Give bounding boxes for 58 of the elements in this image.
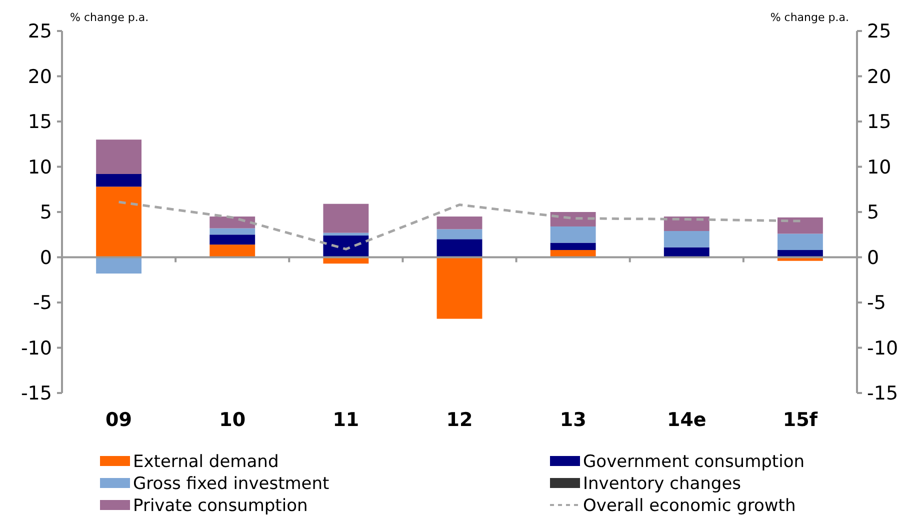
x-tick-label: 13 <box>560 409 586 431</box>
y2-tick-label: -10 <box>867 337 898 360</box>
x-tick-label: 14e <box>666 409 706 431</box>
bar <box>778 217 823 234</box>
bar <box>96 257 142 274</box>
bar <box>664 231 710 248</box>
bar <box>96 140 142 174</box>
x-tick-label: 15f <box>782 409 818 431</box>
y2-tick-label: 5 <box>867 202 880 224</box>
x-tick-label: 09 <box>106 409 132 431</box>
bar <box>323 236 369 258</box>
bar <box>96 186 142 258</box>
bar <box>550 250 596 258</box>
y2-tick-label: 15 <box>867 111 892 134</box>
bar <box>210 234 256 245</box>
bar <box>778 234 823 250</box>
bar <box>210 216 256 228</box>
x-tick-label: 12 <box>446 409 473 431</box>
bar <box>210 244 256 258</box>
bar <box>323 232 369 236</box>
x-tick-label: 10 <box>219 409 246 431</box>
bar <box>550 226 596 243</box>
y2-tick-label: 20 <box>867 66 892 88</box>
bar <box>436 257 482 319</box>
y-axis-title: % change p.a. <box>70 11 149 24</box>
bar <box>210 228 256 235</box>
y-tick-label: 5 <box>40 202 52 224</box>
y-tick-label: 20 <box>28 66 52 88</box>
bar <box>550 242 596 250</box>
y-tick-label: 0 <box>40 246 52 269</box>
y-tick-label: 15 <box>28 111 52 134</box>
y-tick-label: -5 <box>33 292 52 314</box>
bar <box>778 250 823 258</box>
legend-label: Gross fixed investment <box>133 474 330 494</box>
line-series <box>118 200 802 250</box>
x-tick-label: 11 <box>332 409 360 431</box>
legend-label: Private consumption <box>133 496 308 516</box>
y-tick-label: 10 <box>28 156 52 178</box>
bar <box>96 174 142 187</box>
bar <box>436 229 482 240</box>
bar <box>664 216 710 232</box>
legend-label: External demand <box>133 452 279 472</box>
bar <box>664 247 710 258</box>
y2-tick-label: -5 <box>867 292 886 314</box>
y2-tick-label: 10 <box>867 156 892 178</box>
y2-tick-label: -15 <box>867 382 898 405</box>
legend-label: Government consumption <box>583 452 804 472</box>
y-tick-label: 25 <box>28 20 52 43</box>
y-tick-label: -15 <box>20 382 52 405</box>
y2-tick-label: 25 <box>867 20 892 43</box>
y-tick-label: -10 <box>20 337 52 360</box>
legend-label: Overall economic growth <box>583 496 796 516</box>
bar <box>436 239 482 258</box>
bar <box>436 216 482 230</box>
y2-tick-label: 0 <box>867 246 880 269</box>
y2-axis-title: % change p.a. <box>770 11 849 24</box>
bar <box>323 204 369 233</box>
legend-label: Inventory changes <box>583 474 742 494</box>
